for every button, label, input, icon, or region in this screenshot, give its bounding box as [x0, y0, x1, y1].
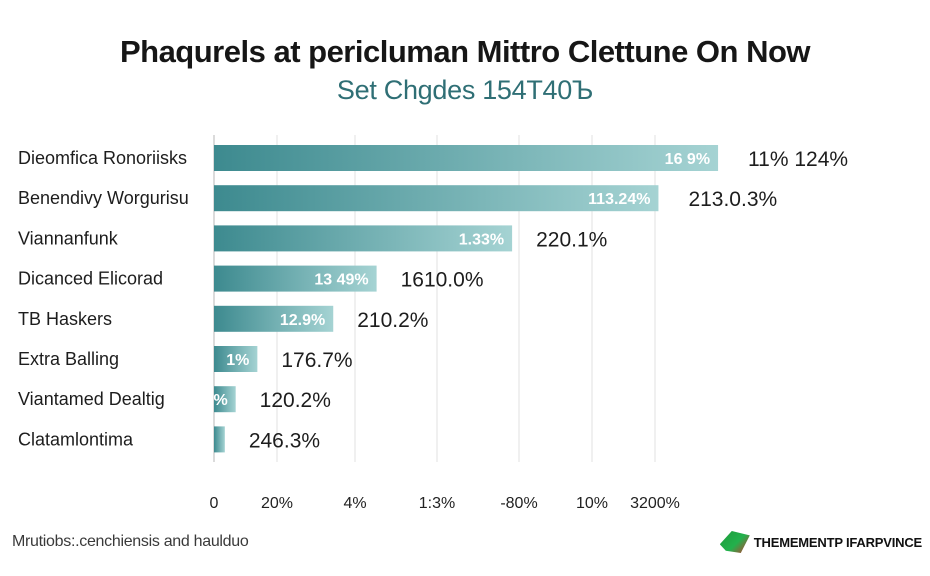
- bar-inner-label: 13 49%: [314, 272, 368, 289]
- bar-value-label: 246.3%: [249, 429, 320, 452]
- bar-value-label: 220.1%: [536, 228, 607, 251]
- bar-value-label: 176.7%: [281, 349, 352, 372]
- bar-value-label: 120.2%: [260, 389, 331, 412]
- chart-subtitle: Set Chgdes 154T40Ъ: [336, 75, 594, 105]
- brand-logo-icon: [719, 531, 750, 553]
- gridlines: [213, 135, 656, 462]
- x-tick-label: 3200%: [630, 495, 680, 512]
- bar-inner-label: 1.33%: [459, 231, 504, 248]
- bar-value-label: 11% 124%: [748, 148, 848, 171]
- category-label: Viannanfunk: [18, 228, 119, 248]
- bar-inner-label: 12.9%: [280, 312, 325, 329]
- bar: [214, 305, 334, 332]
- x-tick-label: 20%: [261, 495, 293, 512]
- category-label: Dicanced Elicorad: [18, 269, 163, 289]
- bar-value-label: 213.0.3%: [688, 188, 777, 211]
- category-label: TB Haskers: [18, 309, 112, 329]
- bar-value-label: 210.2%: [357, 309, 428, 332]
- category-label: Extra Balling: [18, 349, 119, 369]
- bar-inner-label: 1%: [226, 352, 249, 369]
- x-tick-label: 1:3%: [419, 495, 455, 512]
- category-label: Benendivy Worgurisu: [18, 188, 189, 208]
- bar: [214, 426, 225, 453]
- chart-title: Phaqurels at pericluman Mittro Clettune …: [119, 34, 811, 69]
- brand-name: THEMEMENTP IFARPVINCE: [753, 534, 922, 550]
- x-tick-label: -80%: [500, 495, 537, 512]
- x-tick-label: 4%: [343, 495, 366, 512]
- bar: [214, 386, 236, 413]
- category-label: Viantamed Dealtig: [18, 389, 165, 409]
- category-label: Dieomfica Ronoriisks: [18, 148, 187, 168]
- bar: [214, 265, 377, 292]
- chart-footnote: Mrutiobs:.cenchiensis and haulduo: [12, 533, 249, 550]
- category-label: Clatamlontima: [18, 429, 134, 449]
- bars: [214, 145, 719, 453]
- bar-inner-label: 113.24%: [588, 191, 650, 208]
- bar: [214, 225, 513, 252]
- x-tick-label: 0: [210, 495, 219, 512]
- bar-value-label: 1610.0%: [401, 269, 484, 292]
- x-tick-label: 10%: [576, 495, 608, 512]
- bar: [214, 145, 719, 171]
- x-axis-ticks: 0 20% 4% 1:3% -80% 10% 3200%: [210, 495, 680, 512]
- bar: [214, 185, 659, 212]
- brand-logo: THEMEMENTP IFARPVINCE: [719, 531, 922, 553]
- bar-inner-label: %: [213, 392, 227, 409]
- bar-inner-label: 16 9%: [665, 151, 710, 168]
- bar: [214, 346, 258, 372]
- labels: Dieomfica Ronoriisks 16 9% 11% 124% Benendi…: [18, 148, 848, 452]
